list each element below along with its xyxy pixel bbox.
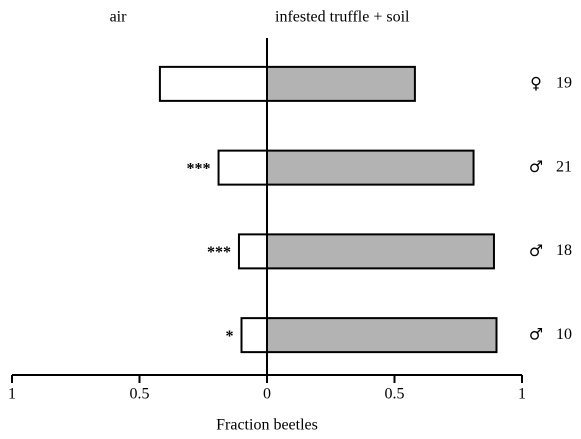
sex-label: ♀ — [530, 73, 542, 92]
bar — [266, 317, 498, 354]
x-tick-label: 1 — [8, 386, 16, 403]
series-header: infested truffle + soil — [275, 9, 410, 26]
x-tick-label: 0.5 — [385, 386, 405, 403]
x-tick-label: 1 — [518, 386, 526, 403]
bar — [237, 233, 268, 270]
series-header: air — [110, 9, 128, 26]
x-tick-label: 0 — [263, 386, 271, 403]
sex-label: ♂ — [529, 325, 543, 344]
n-label: 18 — [556, 242, 572, 259]
sex-label: ♂ — [529, 157, 543, 176]
significance-label: * — [226, 328, 234, 345]
x-axis-label: Fraction beetles — [216, 417, 318, 434]
n-label: 10 — [556, 326, 572, 343]
sex-label: ♂ — [529, 241, 543, 260]
n-label: 21 — [556, 158, 572, 175]
bar — [266, 233, 495, 270]
x-tick-label: 0.5 — [130, 386, 150, 403]
significance-label: *** — [207, 244, 231, 261]
bar — [266, 65, 416, 102]
bar — [240, 317, 268, 354]
bar — [217, 149, 269, 186]
significance-label: *** — [187, 160, 211, 177]
bar — [158, 65, 268, 102]
bar — [266, 149, 475, 186]
n-label: 19 — [556, 75, 572, 92]
